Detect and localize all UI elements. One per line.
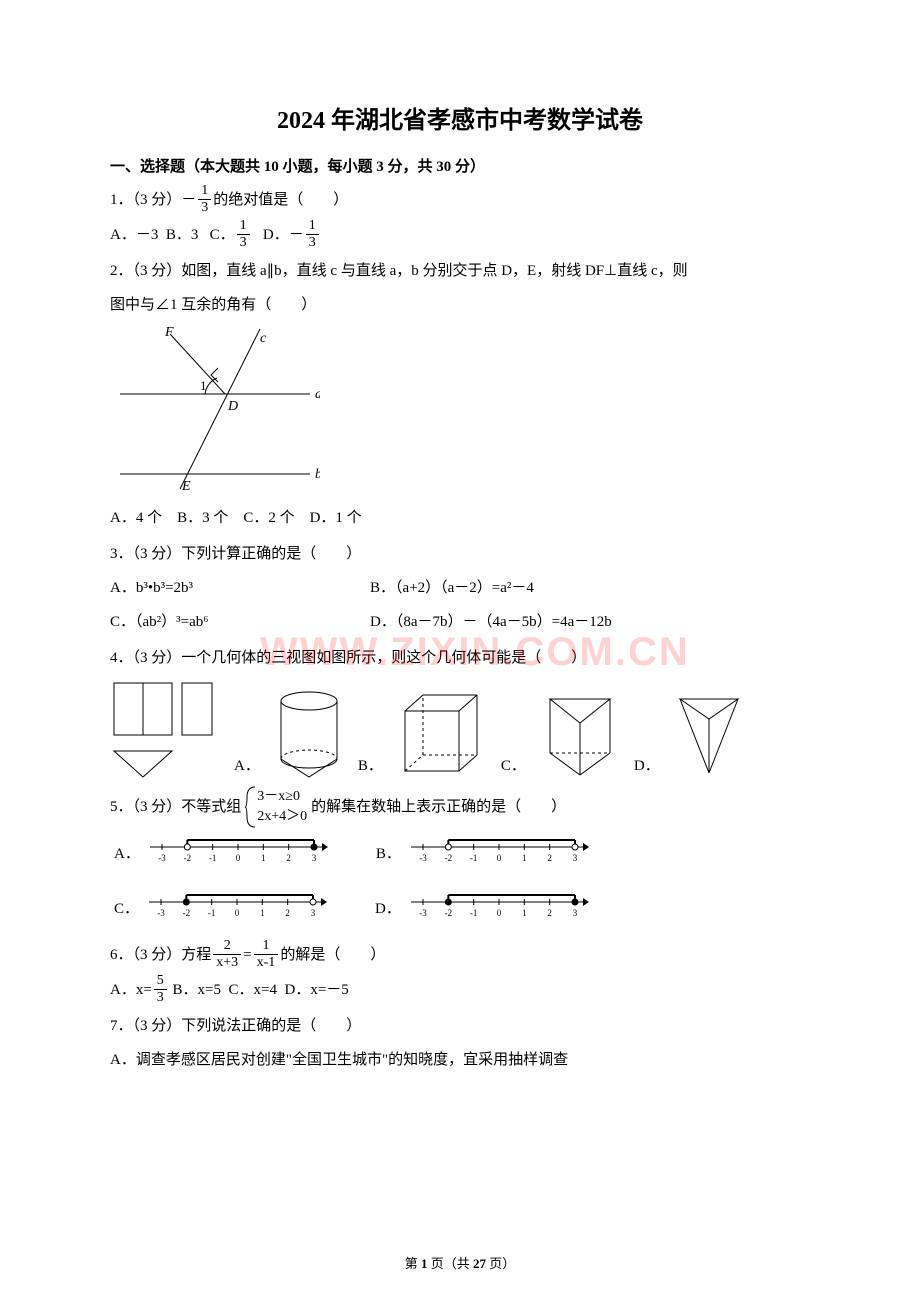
- question-1: 1．（3 分）－ 1 3 的绝对值是（ ） A．－3 B．3 C． 1 3 D．…: [110, 184, 810, 250]
- question-6: 6．（3 分）方程 2 x+3 = 1 x-1 的解是（ ） A．x= 5 3 …: [110, 939, 810, 1005]
- q4-solid-d: [674, 689, 744, 779]
- q1-stem-b: 的绝对值是（ ）: [213, 185, 348, 215]
- svg-text:D: D: [227, 399, 238, 414]
- svg-text:-3: -3: [419, 853, 427, 863]
- q7-stem: 7．（3 分）下列说法正确的是（ ）: [110, 1011, 361, 1041]
- svg-text:-1: -1: [209, 853, 217, 863]
- svg-text:-1: -1: [470, 853, 478, 863]
- q6-opt-b: B．x=5: [173, 975, 221, 1005]
- q7-a: A．调查孝感区居民对创建"全国卫生城市"的知晓度，宜采用抽样调查: [110, 1045, 568, 1075]
- svg-text:-3: -3: [157, 908, 165, 918]
- q4-solid-c: [540, 689, 620, 779]
- svg-text:-3: -3: [419, 908, 427, 918]
- svg-text:1: 1: [522, 853, 527, 863]
- svg-text:1: 1: [260, 908, 265, 918]
- q4-label-a: A．: [234, 754, 260, 775]
- brace-icon: [245, 785, 257, 829]
- svg-text:0: 0: [497, 908, 502, 918]
- exam-page: 2024 年湖北省孝感市中考数学试卷 一、选择题（本大题共 10 小题，每小题 …: [0, 0, 920, 1302]
- q6-opt-d: D．x=－5: [284, 975, 348, 1005]
- q6-opt-a-frac: 5 3: [154, 974, 167, 1005]
- svg-text:0: 0: [497, 853, 502, 863]
- q6-eq: =: [243, 940, 251, 970]
- q5-axis-a: -3 -2 -1 0 1 2 3: [148, 833, 328, 878]
- svg-text:c: c: [260, 331, 267, 346]
- q2-stem2: 图中与∠1 互余的角有（ ）: [110, 290, 316, 320]
- q6-opt-a-pre: A．x=: [110, 975, 152, 1005]
- q2-opts: A．4 个 B．3 个 C．2 个 D．1 个: [110, 503, 362, 533]
- svg-text:3: 3: [312, 853, 317, 863]
- svg-text:b: b: [315, 467, 320, 482]
- q5-label-c: C．: [114, 894, 139, 924]
- question-4: 4．（3 分）一个几何体的三视图如图所示，则这个几何体可能是（ ） A． B．: [110, 643, 810, 779]
- q1-frac: 1 3: [198, 184, 211, 215]
- q3-stem: 3．（3 分）下列计算正确的是（ ）: [110, 539, 361, 569]
- q1-opt-c-pre: C．: [210, 220, 235, 250]
- q1-opt-c-frac: 1 3: [237, 219, 250, 250]
- q5-stem-a: 5．（3 分）不等式组: [110, 792, 241, 822]
- svg-text:-2: -2: [444, 908, 452, 918]
- q4-label-d: D．: [634, 754, 660, 775]
- svg-text:E: E: [181, 479, 191, 494]
- q5-axis-b: -3 -2 -1 0 1 2 3: [409, 833, 589, 878]
- q4-solid-a: [274, 689, 344, 779]
- q4-label-b: B．: [358, 754, 383, 775]
- svg-text:F: F: [164, 325, 174, 340]
- q5-stem-b: 的解集在数轴上表示正确的是（ ）: [311, 792, 566, 822]
- svg-text:-2: -2: [183, 908, 191, 918]
- svg-text:1: 1: [261, 853, 266, 863]
- q2-figure: F c a b D E 1: [110, 324, 320, 494]
- q1-stem-a: 1．（3 分）－: [110, 185, 196, 215]
- q1-opt-a: A．－3: [110, 220, 158, 250]
- question-2: 2．（3 分）如图，直线 a∥b，直线 c 与直线 a，b 分别交于点 D，E，…: [110, 256, 810, 533]
- svg-text:2: 2: [547, 853, 552, 863]
- svg-text:2: 2: [286, 853, 291, 863]
- svg-text:1: 1: [522, 908, 527, 918]
- q5-label-d: D．: [375, 894, 401, 924]
- q5-system: 3－x≥0 2x+4＞0: [245, 785, 307, 829]
- q4-solid-b: [397, 689, 487, 779]
- q4-three-views: [110, 679, 220, 779]
- svg-text:-1: -1: [208, 908, 216, 918]
- svg-text:a: a: [315, 387, 320, 402]
- q4-label-c: C．: [501, 754, 526, 775]
- q3-d: D．（8a－7b）－（4a－5b）=4a－12b: [370, 607, 612, 637]
- q5-label-b: B．: [376, 839, 401, 869]
- svg-text:-2: -2: [444, 853, 452, 863]
- q1-opt-b: B．3: [166, 220, 199, 250]
- q5-axis-c: -3 -2 -1 0 1 2 3: [147, 888, 327, 933]
- svg-text:2: 2: [547, 908, 552, 918]
- q3-a: A．b³•b³=2b³: [110, 573, 370, 603]
- q6-stem-a: 6．（3 分）方程: [110, 940, 211, 970]
- svg-text:3: 3: [573, 908, 578, 918]
- page-footer: 第 1 页（共 27 页）: [0, 1253, 920, 1272]
- section-1-head: 一、选择题（本大题共 10 小题，每小题 3 分，共 30 分）: [110, 155, 810, 176]
- svg-text:0: 0: [235, 908, 240, 918]
- svg-text:-2: -2: [183, 853, 191, 863]
- q6-frac1: 2 x+3: [213, 939, 241, 970]
- page-title: 2024 年湖北省孝感市中考数学试卷: [110, 100, 810, 135]
- q3-b: B．（a+2）（a－2）=a²－4: [370, 573, 534, 603]
- svg-text:3: 3: [311, 908, 316, 918]
- svg-text:2: 2: [285, 908, 290, 918]
- q6-opt-c: C．x=4: [229, 975, 277, 1005]
- svg-text:-1: -1: [470, 908, 478, 918]
- q6-frac2: 1 x-1: [254, 939, 279, 970]
- q5-label-a: A．: [114, 839, 140, 869]
- q2-stem1: 2．（3 分）如图，直线 a∥b，直线 c 与直线 a，b 分别交于点 D，E，…: [110, 256, 688, 286]
- q1-opt-d-frac: 1 3: [306, 219, 319, 250]
- q6-stem-b: 的解是（ ）: [280, 940, 385, 970]
- q5-axis-d: -3 -2 -1 0 1 2 3: [409, 888, 589, 933]
- q4-stem: 4．（3 分）一个几何体的三视图如图所示，则这个几何体可能是（ ）: [110, 643, 586, 673]
- svg-text:0: 0: [236, 853, 241, 863]
- question-7: 7．（3 分）下列说法正确的是（ ） A．调查孝感区居民对创建"全国卫生城市"的…: [110, 1011, 810, 1075]
- question-5: 5．（3 分）不等式组 3－x≥0 2x+4＞0 的解集在数轴上表示正确的是（ …: [110, 785, 810, 933]
- question-3: 3．（3 分）下列计算正确的是（ ） A．b³•b³=2b³ B．（a+2）（a…: [110, 539, 810, 637]
- svg-text:-3: -3: [158, 853, 166, 863]
- q3-c: C．（ab²）³=ab⁶: [110, 607, 370, 637]
- q1-opt-d-pre: D．－: [263, 220, 304, 250]
- svg-text:3: 3: [573, 853, 578, 863]
